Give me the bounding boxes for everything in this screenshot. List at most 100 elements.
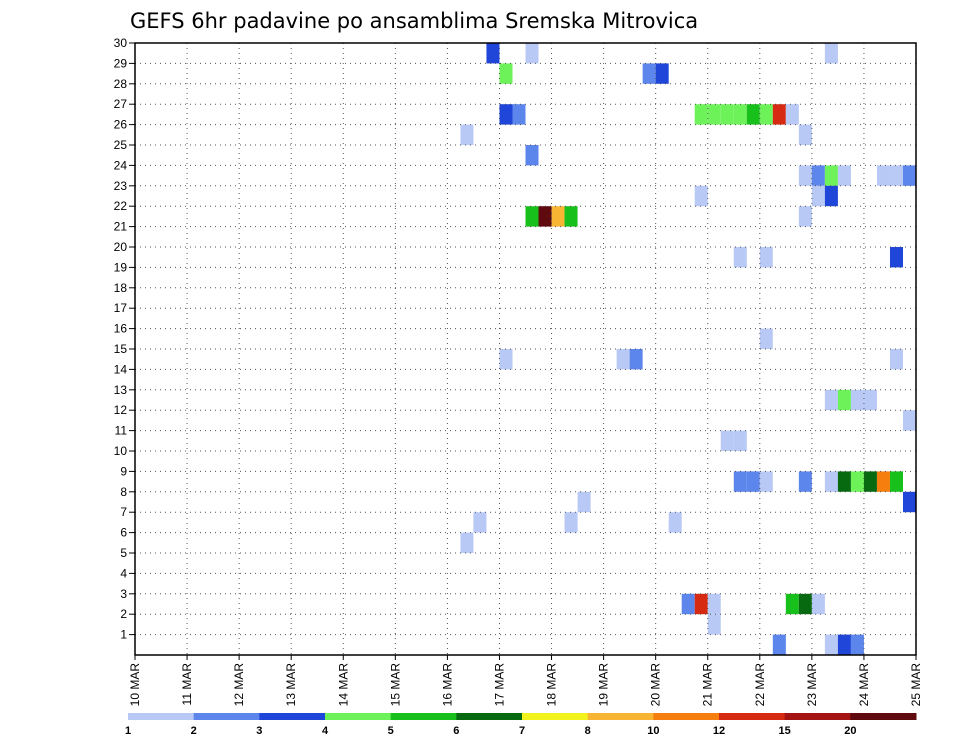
- data-cell: [824, 43, 838, 64]
- data-cell: [707, 104, 721, 125]
- legend-color-swatch: [522, 713, 589, 720]
- y-tick-label: 25: [114, 138, 128, 152]
- data-cell: [876, 165, 890, 186]
- data-cell: [733, 430, 747, 451]
- legend-color-swatch: [325, 713, 392, 720]
- y-tick-label: 22: [114, 199, 128, 213]
- data-cell: [759, 104, 773, 125]
- data-cell: [824, 185, 838, 207]
- y-tick-label: 21: [114, 220, 128, 234]
- data-cell: [694, 593, 708, 615]
- data-cell: [525, 43, 539, 64]
- data-cell: [824, 471, 838, 492]
- x-tick-label: 17 MAR: [492, 663, 506, 707]
- data-cell: [889, 471, 903, 492]
- y-tick-label: 10: [114, 444, 128, 458]
- data-cell: [720, 104, 734, 125]
- data-cell: [876, 471, 890, 492]
- legend-threshold-label: 2: [191, 725, 197, 737]
- data-cell: [746, 471, 760, 492]
- data-cell: [902, 491, 916, 513]
- x-tick-label: 23 MAR: [805, 663, 819, 707]
- data-cell: [642, 63, 656, 84]
- legend-color-swatch: [390, 713, 457, 720]
- data-cell: [473, 512, 487, 533]
- data-cell: [551, 206, 565, 227]
- data-cell: [499, 63, 513, 84]
- legend-threshold-label: 3: [256, 725, 262, 737]
- data-cell: [902, 410, 916, 431]
- legend-color-swatch: [850, 713, 917, 720]
- legend-threshold-label: 10: [647, 725, 659, 737]
- legend-color-swatch: [259, 713, 326, 720]
- data-cell: [668, 512, 682, 533]
- data-cell: [824, 165, 838, 186]
- data-cell: [837, 389, 851, 411]
- data-cell: [889, 165, 903, 186]
- x-tick-label: 13 MAR: [284, 663, 298, 707]
- legend-threshold-label: 12: [713, 725, 725, 737]
- legend-threshold-label: 6: [453, 725, 459, 737]
- data-cell: [525, 145, 539, 166]
- data-cell: [694, 185, 708, 207]
- data-cell: [629, 349, 643, 370]
- legend-threshold-label: 1: [125, 725, 131, 737]
- x-tick-label: 20 MAR: [649, 663, 663, 707]
- data-cell: [785, 593, 799, 615]
- data-cell: [798, 593, 812, 615]
- data-cell: [733, 247, 747, 268]
- y-tick-label: 5: [120, 546, 127, 560]
- chart-title: GEFS 6hr padavine po ansamblima Sremska …: [130, 9, 698, 33]
- y-tick-label: 29: [114, 56, 128, 70]
- legend-color-swatch: [587, 713, 654, 720]
- y-tick-label: 16: [114, 322, 128, 336]
- data-cell: [733, 471, 747, 492]
- data-cell: [564, 206, 578, 227]
- data-cell: [811, 165, 825, 186]
- data-cell: [486, 43, 500, 64]
- data-cell: [850, 634, 864, 655]
- data-cell: [694, 104, 708, 125]
- y-tick-label: 8: [120, 485, 127, 499]
- data-cell: [863, 389, 877, 411]
- y-tick-label: 14: [114, 362, 128, 376]
- y-tick-label: 26: [114, 118, 128, 132]
- data-cell: [460, 532, 474, 553]
- data-cell: [616, 349, 630, 370]
- y-tick-label: 27: [114, 97, 128, 111]
- data-cell: [733, 104, 747, 125]
- y-tick-label: 4: [120, 566, 127, 580]
- legend-color-swatch: [784, 713, 851, 720]
- data-cell: [759, 471, 773, 492]
- y-tick-label: 17: [114, 301, 128, 315]
- data-cell: [499, 104, 513, 125]
- y-tick-label: 19: [114, 260, 128, 274]
- data-cell: [460, 124, 474, 145]
- data-cell: [499, 349, 513, 370]
- y-tick-label: 3: [120, 587, 127, 601]
- data-cell: [902, 165, 916, 186]
- data-cell: [538, 206, 552, 227]
- legend-threshold-label: 7: [519, 725, 525, 737]
- data-cell: [811, 593, 825, 615]
- legend-threshold-label: 4: [322, 725, 329, 737]
- legend-color-swatch: [193, 713, 260, 720]
- data-cell: [798, 206, 812, 227]
- y-tick-label: 9: [120, 464, 127, 478]
- data-cell: [863, 471, 877, 492]
- x-tick-label: 16 MAR: [440, 663, 454, 707]
- data-cell: [798, 165, 812, 186]
- legend-threshold-label: 15: [779, 725, 791, 737]
- data-cell: [889, 247, 903, 268]
- data-cell: [525, 206, 539, 227]
- y-tick-label: 15: [114, 342, 128, 356]
- legend-color-swatch: [719, 713, 786, 720]
- y-tick-label: 13: [114, 383, 128, 397]
- data-cell: [772, 104, 786, 125]
- y-tick-label: 12: [114, 403, 128, 417]
- x-tick-label: 22 MAR: [753, 663, 767, 707]
- y-tick-label: 6: [120, 526, 127, 540]
- x-tick-label: 14 MAR: [336, 663, 350, 707]
- legend-color-swatch: [456, 713, 523, 720]
- y-tick-label: 23: [114, 179, 128, 193]
